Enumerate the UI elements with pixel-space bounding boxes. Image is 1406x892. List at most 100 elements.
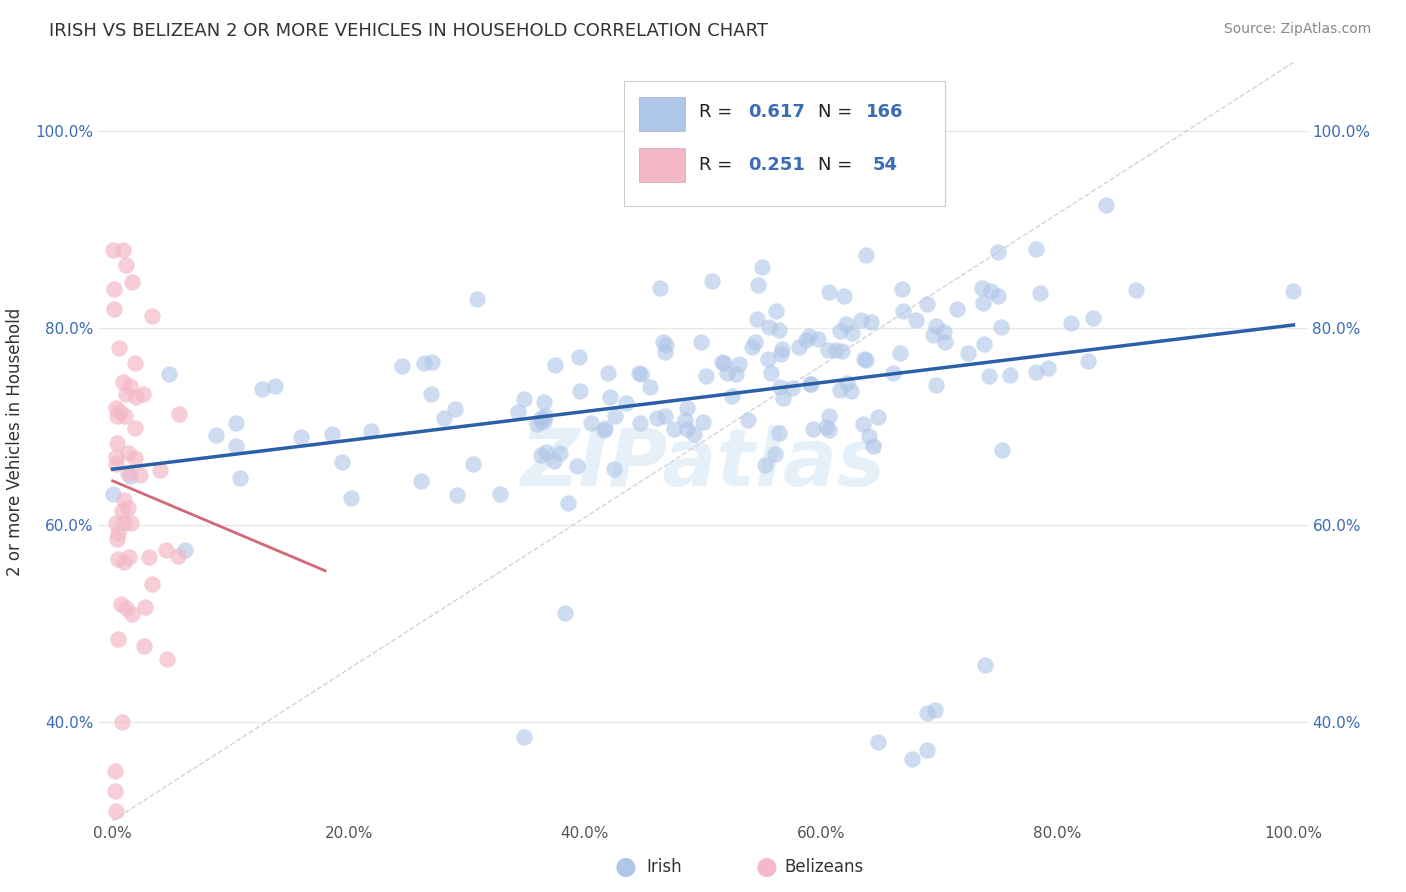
Point [173,542,195,557]
Point [645,411,668,425]
Point [104,784,127,798]
Point [695,369,717,384]
Point [543,358,565,372]
Point [120,516,142,530]
Point [229,471,252,485]
Text: ●: ● [755,855,778,879]
Point [770,342,793,356]
Point [1029,286,1052,301]
Point [957,346,980,360]
Point [121,607,143,621]
Point [817,423,839,437]
Point [167,549,190,564]
Point [530,414,553,428]
Point [747,312,769,326]
Point [817,409,839,424]
Point [855,248,877,262]
Point [599,390,621,404]
Point [934,334,956,349]
Point [758,320,780,334]
Point [799,377,821,392]
Point [124,450,146,465]
Point [772,391,794,405]
Point [603,462,626,476]
Point [391,359,413,374]
Point [132,639,155,653]
Point [526,417,548,431]
Point [105,457,128,471]
Point [117,501,139,516]
Point [409,474,432,488]
Point [692,415,714,429]
Bar [638,96,685,130]
Point [112,492,135,507]
Point [769,347,792,361]
Point [835,376,858,390]
Point [761,366,783,380]
Point [530,410,553,425]
Point [973,336,995,351]
Point [548,446,571,460]
Point [1025,365,1047,379]
Point [932,326,955,340]
Point [849,313,872,327]
Point [990,320,1012,334]
Point [768,323,790,337]
Point [900,752,922,766]
Point [789,340,811,354]
Point [780,381,803,395]
Point [751,260,773,274]
Point [543,454,565,468]
Point [104,516,127,530]
Point [105,436,128,450]
Point [117,446,139,460]
Point [413,356,436,370]
Point [1025,243,1047,257]
Point [841,326,863,340]
Point [859,315,882,329]
Point [489,487,512,501]
Point [167,407,190,421]
Point [744,335,766,350]
Point [630,368,652,382]
Point [157,367,180,381]
Point [110,597,132,611]
Point [110,405,132,419]
Point [105,450,128,465]
Point [654,409,676,423]
Point [924,703,946,717]
Point [340,491,363,505]
Point [569,384,592,398]
Text: 166: 166 [866,103,904,120]
Point [841,384,863,398]
Point [1077,354,1099,368]
Point [568,351,591,365]
Point [853,351,876,366]
Bar [638,148,685,182]
Point [513,731,536,745]
Point [801,422,824,436]
Point [628,416,651,430]
Point [922,327,945,342]
Point [737,413,759,427]
Text: IRISH VS BELIZEAN 2 OR MORE VEHICLES IN HOUSEHOLD CORRELATION CHART: IRISH VS BELIZEAN 2 OR MORE VEHICLES IN … [49,22,768,40]
Point [1282,284,1305,298]
Point [700,274,723,288]
Point [534,409,557,423]
Point [103,764,125,779]
Point [614,396,637,410]
Point [756,351,779,366]
Point [263,379,285,393]
Point [893,304,915,318]
Text: ZIPatlas: ZIPatlas [520,425,886,503]
Point [980,285,1002,299]
Point [831,343,853,358]
Point [101,243,124,257]
Point [765,447,787,461]
Point [796,333,818,347]
Point [104,804,127,818]
Point [832,288,855,302]
Point [817,343,839,357]
Point [461,457,484,471]
Point [596,366,619,380]
